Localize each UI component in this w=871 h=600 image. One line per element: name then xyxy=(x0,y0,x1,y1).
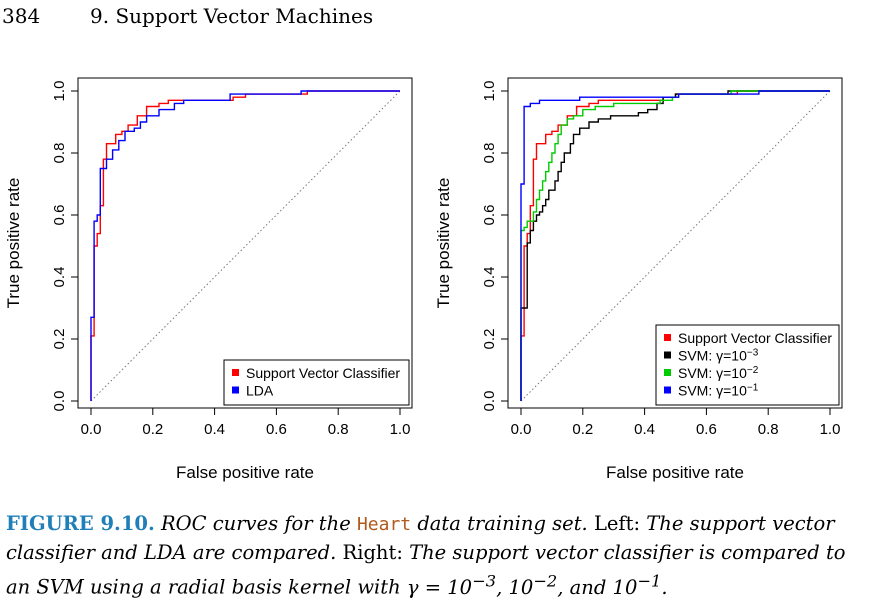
caption-text-1: ROC curves for the xyxy=(160,512,351,535)
legend-box xyxy=(223,359,410,406)
legend-label: Support Vector Classifier xyxy=(678,330,832,346)
caption-text-2: data training set. xyxy=(417,512,588,535)
plot-frame xyxy=(507,77,843,409)
legend-label: SVM: γ=10−2 xyxy=(678,365,759,381)
x-tick-label: 0.2 xyxy=(572,421,593,438)
x-tick-label: 0.0 xyxy=(511,421,532,438)
x-tick-label: 0.8 xyxy=(758,421,779,438)
x-tick-label: 0.2 xyxy=(142,421,163,438)
caption-gamma: γ = 10−3, 10−2, and 10−1. xyxy=(406,571,668,599)
legend-exponent: −2 xyxy=(747,365,759,376)
y-tick-label: 0.8 xyxy=(51,143,68,164)
x-tick-label: 1.0 xyxy=(390,421,411,438)
x-tick-label: 0.6 xyxy=(266,421,287,438)
legend-swatch xyxy=(232,369,239,376)
caption-text-3: The support vector classifier and LDA ar… xyxy=(6,512,835,564)
roc-line-1-2 xyxy=(520,90,830,401)
legend-label: LDA xyxy=(246,383,274,399)
y-tick-label: 0.8 xyxy=(481,143,498,164)
y-tick-label: 0.4 xyxy=(51,267,68,288)
legend-exponent: −3 xyxy=(747,348,759,359)
y-axis-label: True positive rate xyxy=(4,178,23,309)
legend-label: Support Vector Classifier xyxy=(246,365,400,381)
roc-line-0-1 xyxy=(90,90,400,401)
legend-box xyxy=(655,324,840,406)
roc-chart-right: 0.0 0.2 0.4 0.6 0.8 1.0 0.0 0.2 0.4 0.6 0.8 1.0 Fals… xyxy=(434,77,843,482)
legend-swatch xyxy=(232,386,239,394)
x-tick-label: 0.4 xyxy=(634,421,655,438)
legend-swatch xyxy=(664,351,671,359)
legend: Support Vector Classifier LDA xyxy=(223,359,410,406)
chapter-title: 9. Support Vector Machines xyxy=(90,4,374,28)
caption-code: Heart xyxy=(356,514,412,535)
caption-label: FIGURE 9.10. xyxy=(6,512,155,535)
gamma-ten-2: 10 xyxy=(508,575,534,599)
caption-end: . xyxy=(661,575,668,599)
gamma-expr: γ = 10 xyxy=(406,575,473,599)
y-tick-label: 1.0 xyxy=(51,81,68,102)
figure-caption: FIGURE 9.10. ROC curves for the Heart da… xyxy=(6,510,866,600)
x-tick-label: 1.0 xyxy=(820,421,841,438)
caption-sep-1: , xyxy=(496,575,503,599)
x-tick-label: 0.8 xyxy=(328,421,349,438)
gamma-ten-3: 10 xyxy=(612,575,638,599)
roc-chart-left: 0.0 0.2 0.4 0.6 0.8 1.0 0.0 0.2 0.4 0.6 0.8 1.0 Fals… xyxy=(4,77,413,482)
x-axis-label: False positive rate xyxy=(606,463,744,482)
gamma-exp-3: −1 xyxy=(637,571,662,590)
y-axis-label: True positive rate xyxy=(434,178,453,309)
y-tick-label: 0.2 xyxy=(51,329,68,350)
legend-swatch xyxy=(664,386,671,394)
caption-left-label: Left: xyxy=(593,512,641,535)
caption-right-label: Right: xyxy=(342,541,403,564)
roc-line-1-3 xyxy=(520,90,830,401)
y-tick-label: 1.0 xyxy=(481,81,498,102)
gamma-exp-2: −2 xyxy=(533,571,558,590)
x-tick-label: 0.4 xyxy=(204,421,225,438)
y-tick-label: 0.6 xyxy=(481,205,498,226)
x-tick-label: 0.0 xyxy=(81,421,102,438)
legend-label: SVM: γ=10−1 xyxy=(678,383,759,399)
caption-text-4: The support vector classifier is compare… xyxy=(6,541,846,599)
legend-label: SVM: γ=10−3 xyxy=(678,348,759,364)
y-tick-label: 0.6 xyxy=(51,205,68,226)
y-tick-label: 0.2 xyxy=(481,329,498,350)
legend-swatch xyxy=(664,369,671,376)
legend-swatch xyxy=(664,334,671,341)
x-tick-label: 0.6 xyxy=(696,421,717,438)
x-axis-label: False positive rate xyxy=(176,463,314,482)
page-number: 384 xyxy=(2,4,41,28)
y-tick-label: 0.0 xyxy=(481,391,498,412)
caption-sep-2: , and xyxy=(557,575,607,599)
diagonal-reference-line xyxy=(520,90,831,402)
plot-frame xyxy=(77,77,413,409)
legend-exponent: −1 xyxy=(747,383,759,394)
roc-line-1-1 xyxy=(520,90,830,401)
y-tick-label: 0.4 xyxy=(481,267,498,288)
y-tick-label: 0.0 xyxy=(51,391,68,412)
gamma-exp-1: −3 xyxy=(472,571,497,590)
diagonal-reference-line xyxy=(90,90,401,402)
